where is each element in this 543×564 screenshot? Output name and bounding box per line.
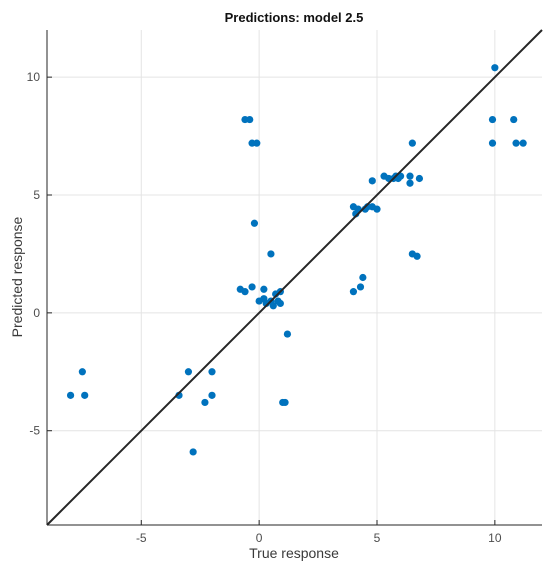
x-tick-label-1: 0 [256, 531, 263, 545]
data-point-23 [269, 302, 277, 310]
y-axis-title: Predicted response [9, 216, 25, 337]
data-point-12 [246, 115, 254, 124]
data-point-7 [208, 391, 216, 399]
x-axis-title: True response [249, 545, 339, 561]
data-point-49 [406, 179, 414, 187]
data-point-48 [406, 172, 414, 180]
data-point-30 [283, 330, 292, 338]
y-tick-label-0: -5 [29, 424, 40, 438]
y-tick-label-3: 10 [27, 70, 41, 84]
data-point-54 [488, 139, 497, 147]
x-tick-label-0: -5 [136, 531, 147, 545]
data-point-2 [81, 391, 89, 399]
data-point-27 [276, 299, 284, 308]
data-point-56 [491, 64, 499, 72]
data-point-4 [184, 368, 193, 376]
data-point-57 [510, 115, 518, 124]
data-point-5 [189, 448, 197, 456]
chart-title: Predictions: model 2.5 [225, 10, 364, 25]
data-point-0 [66, 391, 75, 399]
data-point-53 [415, 174, 424, 183]
grid [47, 30, 542, 525]
data-point-8 [208, 368, 216, 376]
data-point-29 [281, 398, 289, 407]
x-tick-label-3: 10 [488, 531, 502, 545]
data-point-41 [373, 205, 381, 213]
x-tick-label-2: 5 [374, 531, 381, 545]
data-point-18 [260, 285, 268, 293]
y-tick-label-2: 5 [33, 188, 40, 202]
data-point-58 [512, 139, 520, 147]
data-point-35 [356, 283, 365, 291]
axes [46, 30, 542, 526]
data-point-55 [488, 115, 497, 124]
data-point-6 [201, 398, 209, 407]
data-point-52 [413, 252, 421, 260]
data-point-16 [253, 139, 261, 147]
data-point-36 [359, 273, 367, 282]
data-point-50 [408, 139, 416, 147]
data-point-10 [241, 288, 249, 296]
reference-line [46, 29, 543, 526]
data-point-15 [250, 219, 259, 227]
data-point-39 [368, 177, 376, 185]
data-point-59 [519, 139, 527, 147]
tick-labels: -5 0 5 10 -5 0 5 10 [27, 70, 502, 545]
data-point-21 [267, 250, 275, 258]
data-point-31 [349, 288, 358, 296]
data-point-14 [248, 283, 256, 291]
data-point-1 [78, 368, 86, 376]
y-tick-label-1: 0 [33, 306, 40, 320]
